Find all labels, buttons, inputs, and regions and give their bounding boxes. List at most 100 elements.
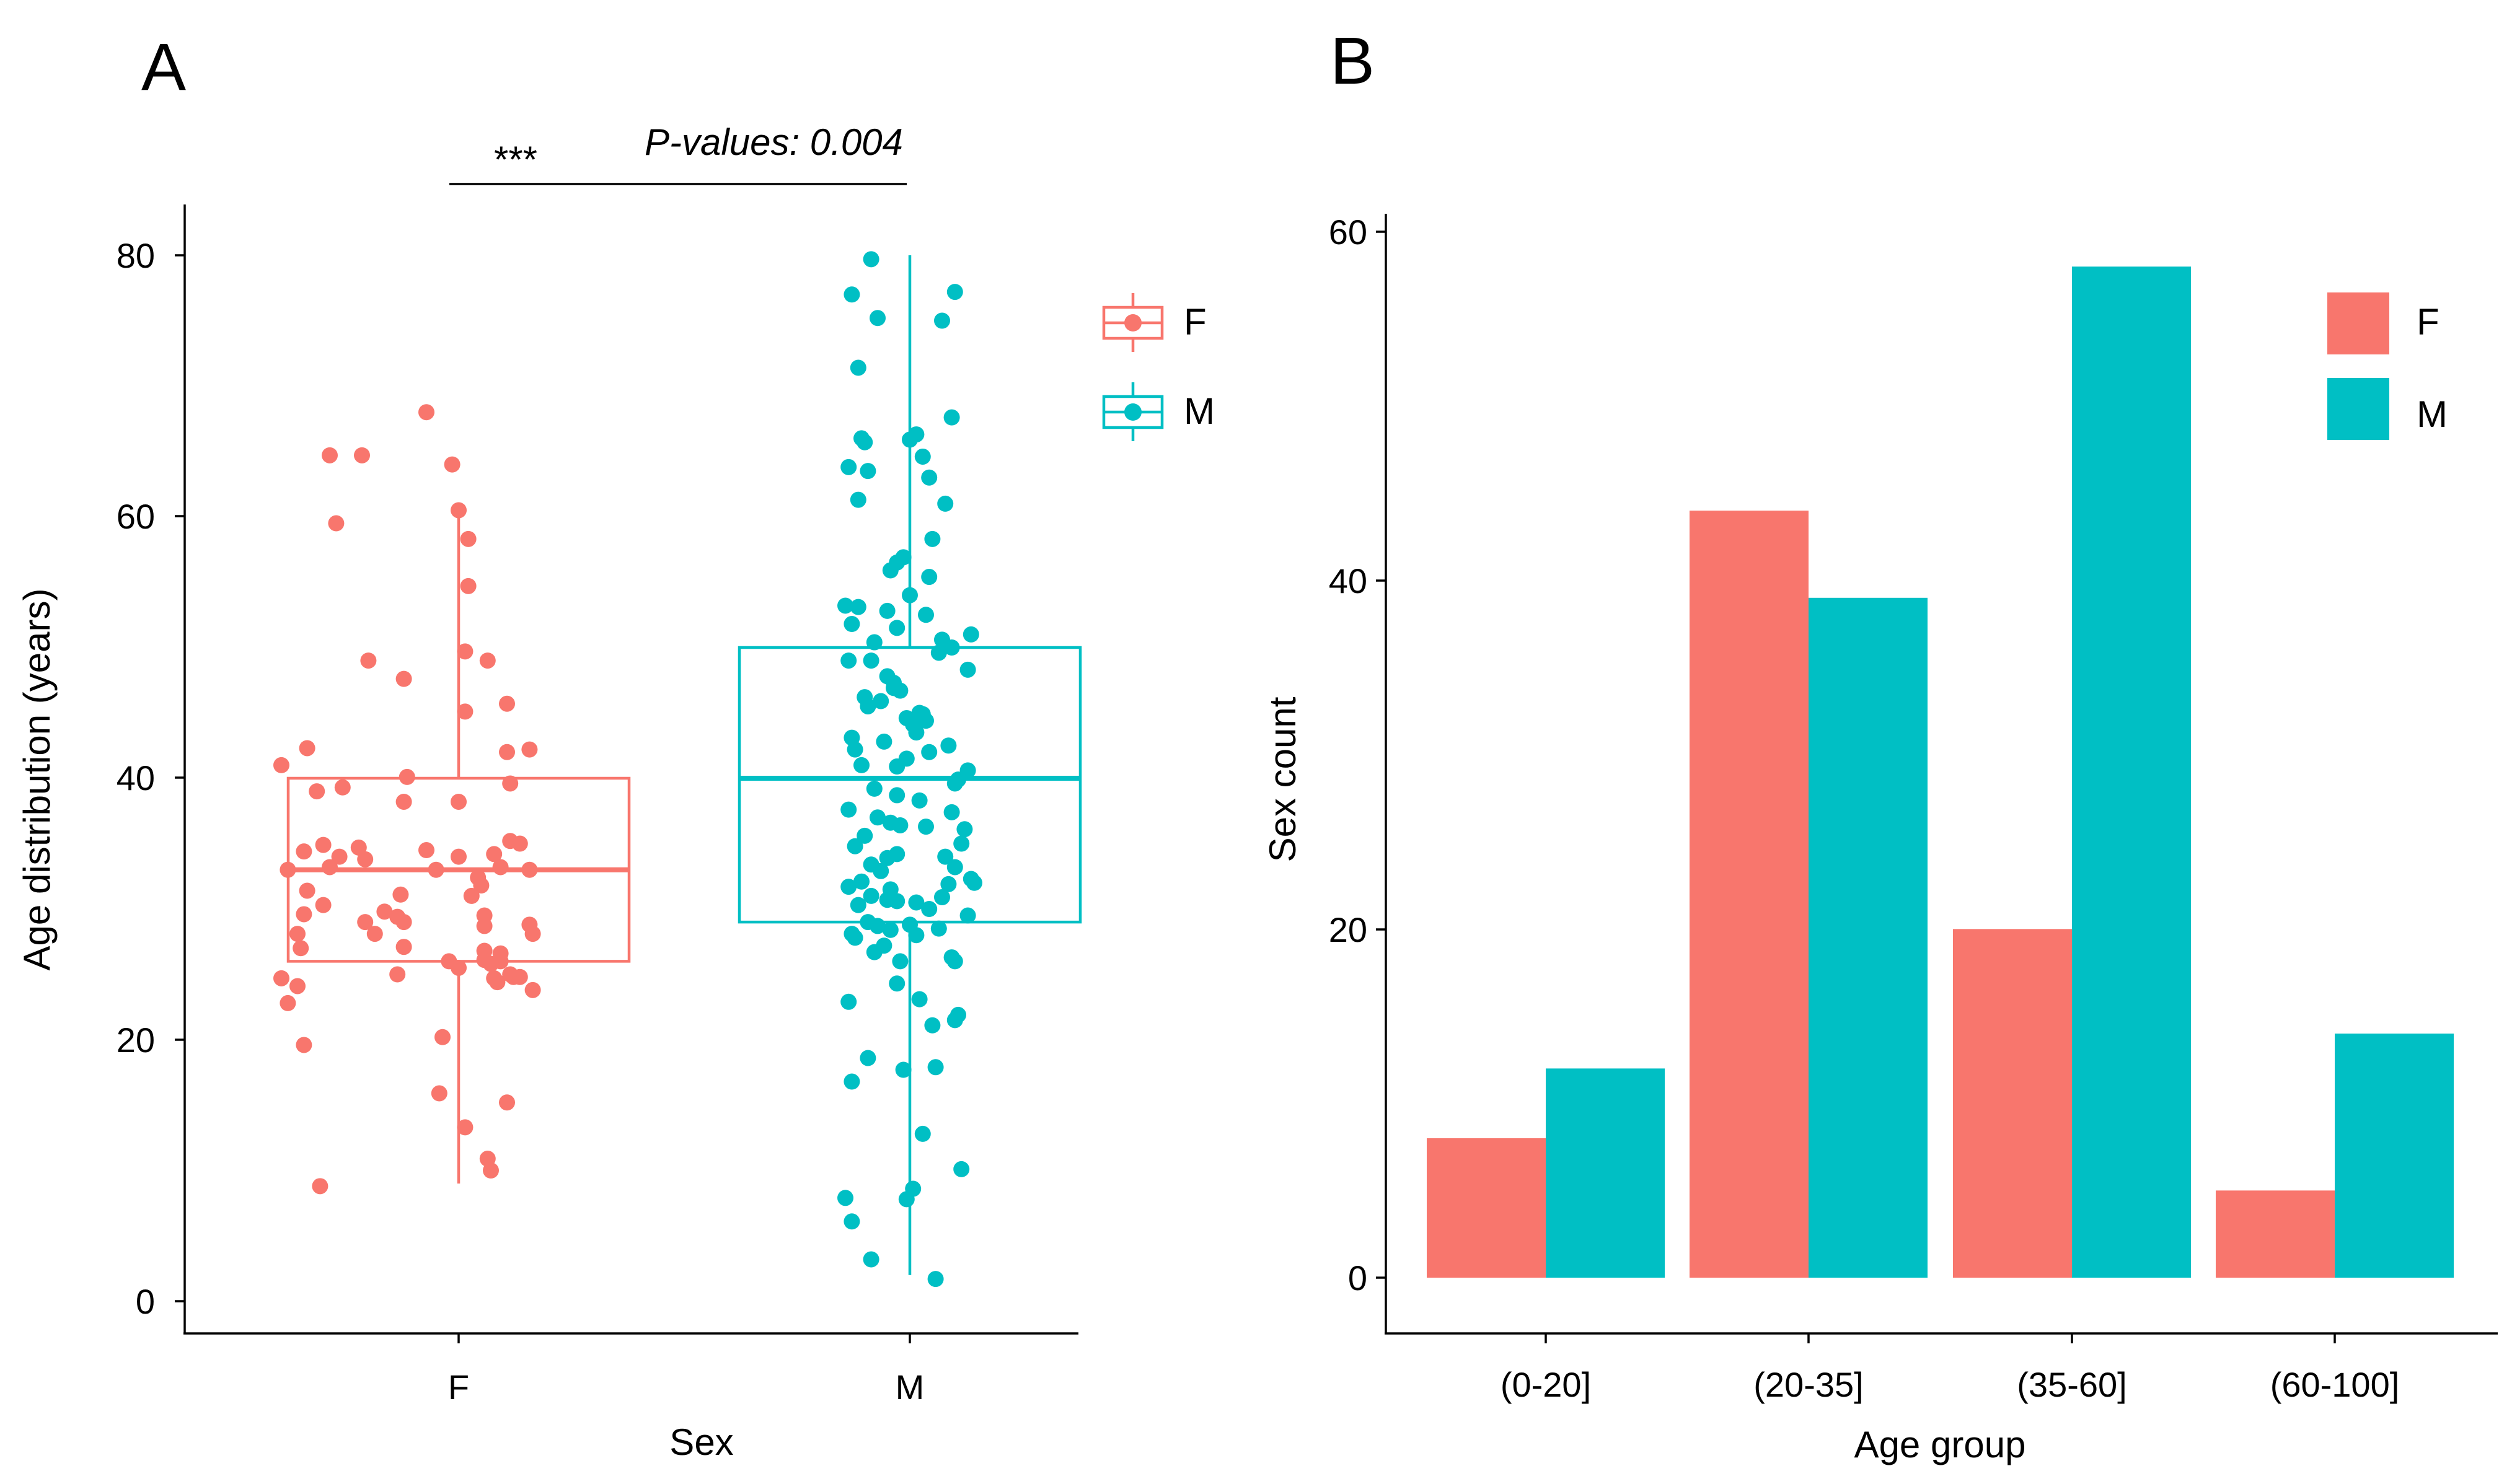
point-f-19 — [502, 775, 519, 792]
point-f-75 — [296, 1037, 312, 1053]
point-m-64 — [840, 801, 857, 818]
point-m-105 — [946, 953, 963, 970]
point-f-21 — [309, 783, 325, 800]
point-m-58 — [889, 758, 906, 775]
a-x-tick-label-m: M — [896, 1368, 925, 1407]
point-f-78 — [499, 1094, 515, 1111]
point-f-70 — [489, 974, 506, 991]
b-y-tick-label-20: 20 — [1329, 910, 1367, 949]
box-group-m — [738, 251, 1082, 1288]
point-f-12 — [499, 695, 515, 712]
point-f-3 — [444, 456, 461, 473]
point-m-4 — [934, 312, 950, 329]
a-y-tick-label-80: 80 — [117, 236, 155, 275]
point-m-21 — [921, 569, 938, 586]
a-y-ticks: 0 20 40 60 80 — [117, 236, 185, 1321]
b-x-tick-label-2: (35-60] — [2017, 1365, 2126, 1404]
point-f-34 — [280, 861, 296, 878]
point-f-33 — [486, 846, 503, 863]
point-m-90 — [889, 893, 906, 910]
a-y-tick-label-60: 60 — [117, 497, 155, 536]
point-f-49 — [395, 914, 412, 931]
point-f-53 — [289, 926, 306, 942]
a-y-tick-label-0: 0 — [136, 1282, 155, 1321]
point-m-106 — [892, 953, 909, 970]
box-plot-data — [273, 251, 1082, 1288]
point-m-103 — [866, 944, 883, 960]
point-m-122 — [844, 1213, 860, 1230]
point-m-114 — [927, 1059, 944, 1076]
point-m-26 — [879, 602, 896, 619]
point-f-30 — [331, 848, 348, 865]
point-m-60 — [946, 775, 963, 792]
point-m-112 — [924, 1017, 941, 1034]
b-y-ticks: 0 20 40 60 — [1329, 213, 1386, 1297]
point-m-121 — [898, 1191, 915, 1208]
point-f-36 — [428, 861, 444, 878]
point-m-72 — [953, 835, 970, 852]
point-m-116 — [844, 1073, 860, 1090]
point-m-28 — [889, 620, 906, 636]
point-m-34 — [840, 652, 857, 669]
point-m-25 — [918, 607, 934, 623]
a-legend-key-f-point — [1124, 314, 1142, 331]
point-m-115 — [895, 1061, 912, 1078]
a-y-tick-label-20: 20 — [117, 1021, 155, 1060]
point-m-24 — [837, 597, 853, 614]
point-m-87 — [934, 889, 950, 906]
b-legend: F M — [2327, 292, 2448, 440]
point-m-78 — [946, 859, 963, 876]
point-m-98 — [882, 921, 899, 938]
b-legend-key-m — [2327, 378, 2389, 440]
p-value-label: P-values: 0.004 — [645, 121, 903, 163]
point-m-22 — [902, 587, 918, 604]
point-m-107 — [889, 975, 906, 992]
point-f-45 — [376, 903, 393, 920]
point-f-14 — [299, 740, 315, 757]
point-m-84 — [840, 879, 857, 895]
bar-m-3 — [2335, 1034, 2454, 1278]
a-legend-key-m-point — [1124, 403, 1142, 421]
point-f-56 — [395, 939, 412, 955]
point-m-33 — [930, 644, 947, 661]
box-group-f — [273, 404, 631, 1195]
point-m-100 — [908, 927, 925, 944]
point-m-51 — [876, 733, 892, 750]
bar-m-1 — [1809, 597, 1928, 1278]
point-m-79 — [873, 863, 889, 879]
point-f-40 — [473, 877, 490, 894]
point-f-29 — [296, 843, 312, 860]
point-m-70 — [956, 821, 973, 838]
point-f-20 — [334, 779, 351, 796]
point-f-74 — [280, 994, 296, 1011]
b-y-tick-label-60: 60 — [1329, 213, 1367, 252]
point-f-1 — [322, 447, 338, 463]
a-y-axis-title: Age distribution (years) — [16, 589, 58, 971]
point-m-69 — [918, 819, 934, 835]
point-m-61 — [866, 780, 883, 797]
point-f-16 — [521, 741, 538, 758]
point-f-27 — [418, 842, 434, 859]
point-m-14 — [921, 469, 938, 486]
a-legend-label-m: M — [1184, 390, 1215, 432]
point-m-17 — [924, 530, 941, 547]
point-m-42 — [873, 693, 889, 709]
point-m-53 — [847, 741, 863, 758]
point-m-35 — [863, 652, 879, 669]
point-f-28 — [511, 835, 528, 852]
b-x-axis-title: Age group — [1854, 1424, 2026, 1465]
point-f-7 — [460, 577, 477, 594]
point-f-10 — [479, 652, 496, 669]
point-m-9 — [902, 431, 918, 448]
point-m-108 — [911, 991, 928, 1008]
point-f-63 — [483, 955, 499, 972]
point-f-15 — [499, 744, 515, 760]
b-x-tick-label-0: (0-20] — [1501, 1365, 1591, 1404]
point-f-11 — [395, 670, 412, 687]
point-m-96 — [870, 918, 886, 934]
point-m-3 — [870, 310, 886, 327]
a-y-tick-label-40: 40 — [117, 758, 155, 797]
point-m-12 — [840, 459, 857, 475]
bar-chart-data — [1427, 266, 2454, 1278]
point-m-2 — [844, 286, 860, 303]
